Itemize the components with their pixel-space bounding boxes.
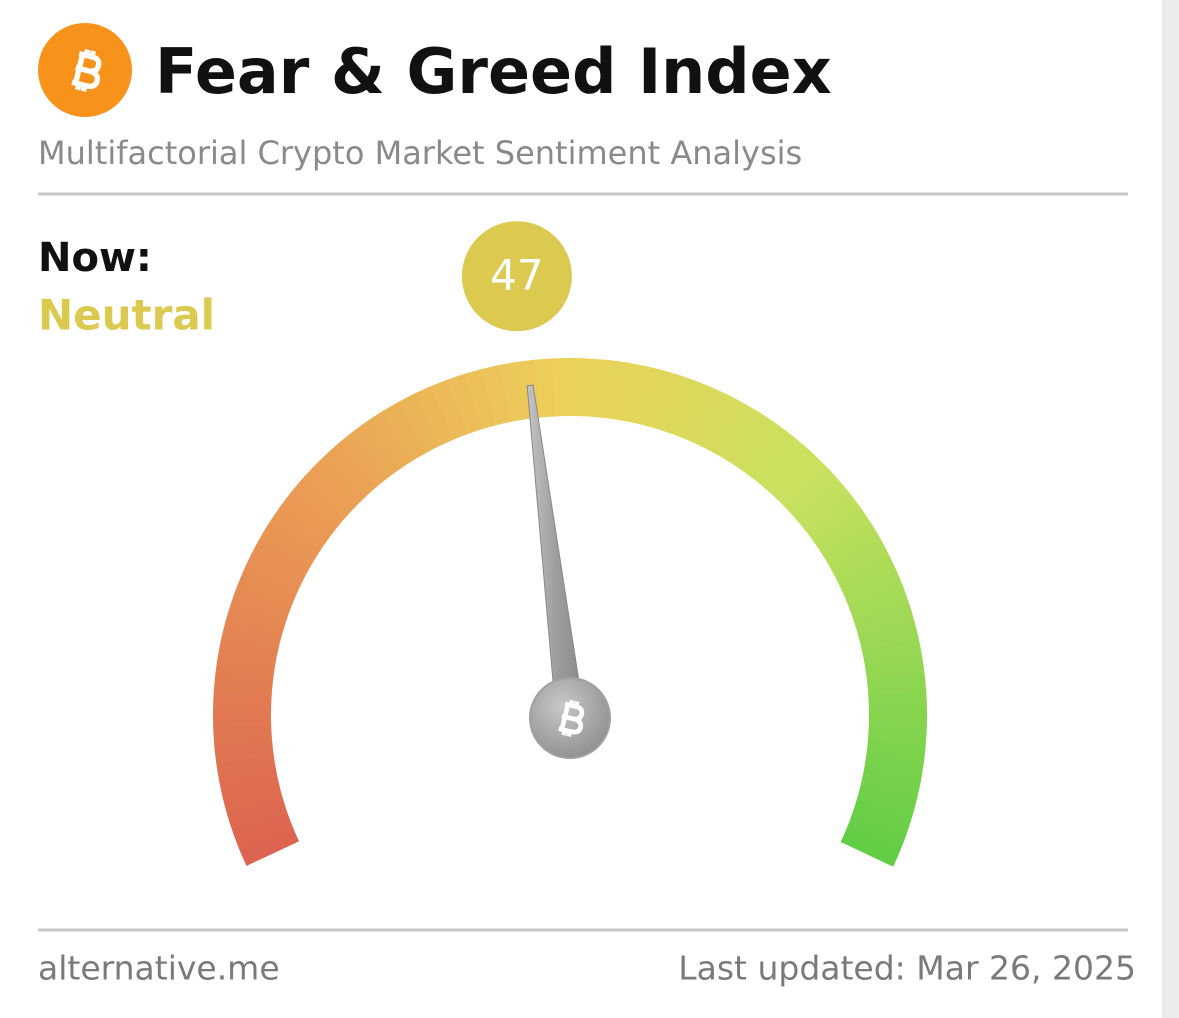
gauge-arc-segment (301, 466, 356, 519)
gauge-arc-segment (726, 411, 773, 470)
gauge-arc-segment (686, 386, 727, 447)
gauge-arc-segment (289, 479, 346, 531)
gauge-arc-segment (829, 538, 890, 582)
gauge-arc-segment (278, 493, 336, 543)
gauge-arc-segment (864, 656, 925, 682)
gauge-arc-segment (259, 522, 319, 568)
gauge-arc-segment (447, 373, 483, 435)
source-link[interactable]: alternative.me (38, 949, 280, 988)
gauge-arc-segment (644, 369, 677, 430)
gauge-arc-segment (836, 554, 897, 595)
gauge-arc-segment (339, 430, 390, 487)
gauge-arc-segment (584, 358, 607, 418)
gauge-arc-segment (866, 740, 926, 765)
gauge-arc-segment (251, 537, 311, 581)
gauge-arc-segment (230, 586, 292, 623)
gauge-arc-segment (862, 638, 923, 667)
gauge-arc-segment (222, 783, 284, 816)
gauge-arc-segment (414, 386, 455, 447)
gauge-arc-segment (227, 798, 288, 833)
gauge-arc-segment (739, 420, 788, 478)
gauge-arc-segment (713, 402, 758, 461)
gauge-arc-segment (353, 420, 402, 478)
gauge-arc-segment (751, 431, 802, 488)
gauge-arc-segment (854, 603, 915, 638)
classification: Neutral (38, 291, 215, 340)
gauge-arc-segment (481, 364, 512, 426)
gauge-arc-segment (763, 442, 815, 498)
gauge-arc-segment (843, 570, 904, 609)
gauge-arc-segment (672, 379, 711, 441)
gauge-arc-segment (498, 361, 527, 423)
gauge-arc-segment (382, 401, 427, 461)
gauge-arc-segment (813, 508, 872, 556)
gauge-arc-segment (268, 507, 327, 555)
gauge-arc-segment (658, 374, 694, 435)
gauge-arc-segment (215, 655, 276, 681)
gauge-arc-segment (216, 754, 277, 781)
gauge-arc-segment (367, 410, 415, 469)
gauge-arc-segment (868, 691, 927, 712)
gauge-arc-segment (700, 393, 743, 454)
gauge-arc-segment (867, 725, 927, 747)
gauge-arc-segment (804, 493, 862, 543)
gauge-arc-segment (599, 359, 625, 420)
gauge-arc-segment (860, 769, 921, 800)
gauge-arc-segment (232, 812, 294, 850)
gauge-arc-segment (218, 769, 280, 799)
gauge-arc-segment (214, 739, 274, 764)
gauge-arc-segment (213, 672, 274, 696)
gauge-arc-segment (213, 724, 273, 746)
title: Fear & Greed Index (155, 35, 832, 108)
gauge-arc-segment (863, 755, 924, 782)
gauge-arc-segment (858, 621, 919, 652)
gauge-arc-segment (464, 368, 497, 430)
gauge-arc-segment (629, 365, 660, 426)
gauge-arc-segment (313, 453, 367, 508)
subtitle: Multifactorial Crypto Market Sentiment A… (38, 134, 802, 172)
gauge-arc-segment (217, 637, 279, 666)
gauge-arc-segment (774, 454, 828, 508)
now-label: Now: (38, 235, 152, 281)
last-updated: Last updated: Mar 26, 2025 (678, 949, 1136, 988)
gauge-arc-segment (213, 690, 272, 711)
scrollbar (1162, 0, 1179, 1018)
gauge-arc-segment (851, 799, 913, 834)
gauge-arc-segment (846, 813, 908, 851)
gauge-arc-segment (221, 620, 282, 652)
gauge-arc-segment (795, 480, 851, 531)
gauge-arc-segment (398, 393, 441, 453)
gauge-arc-segment (225, 603, 287, 637)
gauge-arc-segment (784, 467, 840, 520)
gauge-arc-segment (430, 379, 468, 440)
gauge-arc-segment (236, 569, 297, 609)
gauge-arc-segment (534, 358, 556, 418)
gauge: 47 (213, 221, 927, 867)
gauge-arc-segment (849, 587, 910, 623)
gauge-arc-segment (614, 362, 643, 423)
gauge-arc-segment (243, 553, 304, 595)
gauge-arc-segment (840, 827, 901, 867)
gauge-arc-segment (238, 826, 300, 866)
gauge-arc-segment (856, 784, 918, 817)
gauge-arc-segment (866, 673, 927, 697)
gauge-arc-segment (822, 523, 881, 569)
needle (526, 384, 585, 718)
value-bubble (461, 221, 572, 332)
gauge-arc-segment (325, 441, 378, 497)
value-label: 47 (490, 251, 543, 300)
